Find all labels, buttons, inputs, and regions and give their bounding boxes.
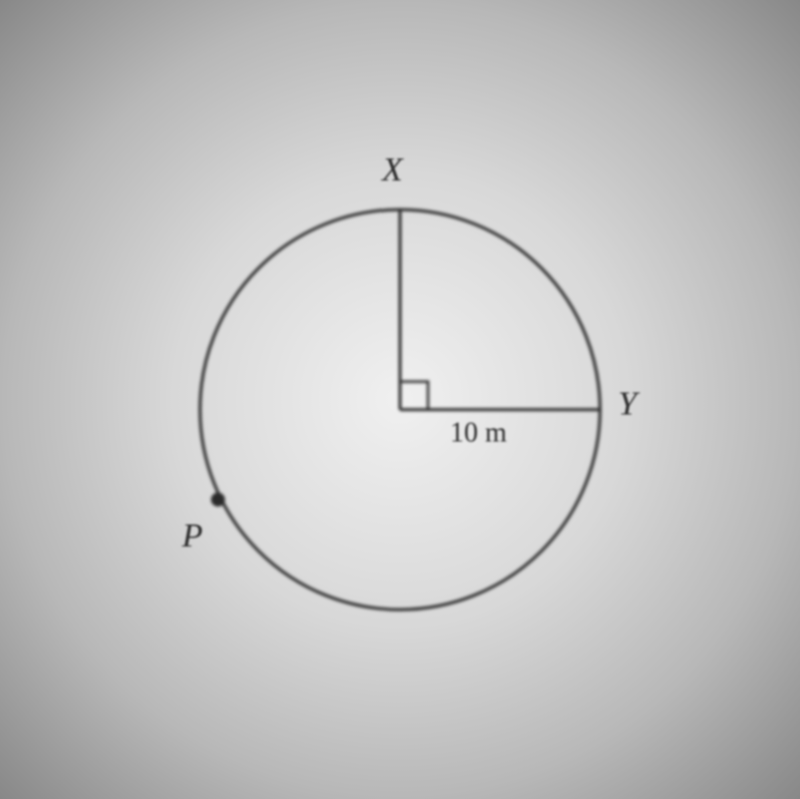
point-p-dot xyxy=(211,492,225,506)
label-y: Y xyxy=(618,385,637,423)
geometry-diagram: X Y P 10 m xyxy=(160,169,640,649)
right-angle-marker xyxy=(400,381,428,409)
label-x: X xyxy=(382,151,403,189)
circle-figure xyxy=(160,169,640,649)
label-p: P xyxy=(182,517,203,555)
radius-label: 10 m xyxy=(450,417,507,449)
